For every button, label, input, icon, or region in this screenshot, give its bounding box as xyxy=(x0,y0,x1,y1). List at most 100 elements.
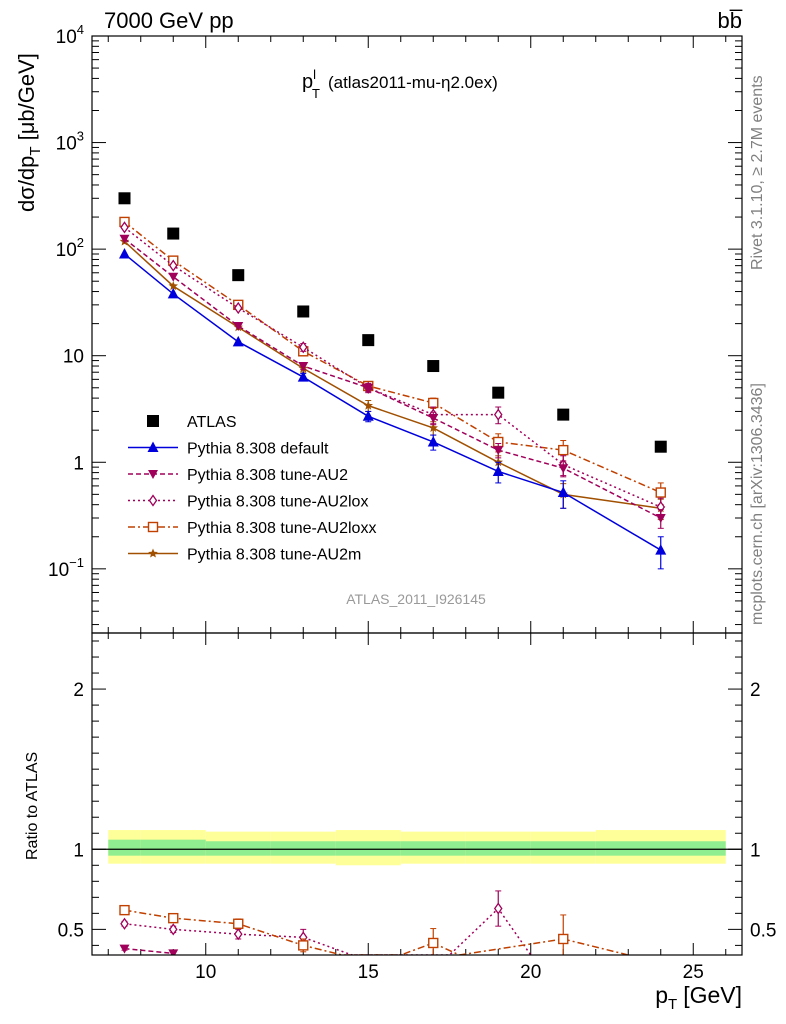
main-y-tick-label-base: 10 xyxy=(63,347,84,368)
ratio-series-line xyxy=(124,909,629,955)
main-data-point xyxy=(428,422,438,432)
legend-label: Pythia 8.308 tune-AU2lox xyxy=(187,494,368,511)
main-data-point xyxy=(168,281,178,291)
main-data-point xyxy=(492,386,505,399)
main-data-point xyxy=(298,362,309,372)
x-tick-label: 10 xyxy=(195,962,216,983)
ratio-inner-band xyxy=(400,841,466,856)
legend-marker xyxy=(148,470,158,479)
main-y-tick-label: 104 xyxy=(56,22,84,48)
main-data-point xyxy=(167,287,179,299)
main-data-point xyxy=(557,486,569,498)
main-y-axis-label-rest: [μb/GeV] xyxy=(14,53,39,140)
plot-title: pl T (atlas2011-mu-η2.0ex) xyxy=(302,67,498,101)
legend-entry: Pythia 8.308 default xyxy=(128,441,329,458)
legend-marker xyxy=(147,441,159,452)
main-data-point xyxy=(120,221,129,234)
ratio-data-point xyxy=(298,940,309,951)
main-y-tick-label-base: 10 xyxy=(56,240,77,261)
ratio-data-point xyxy=(233,918,244,929)
ratio-series-pythia-8-308-tune-au2loxx xyxy=(119,904,629,955)
ratio-series-line xyxy=(124,947,174,955)
main-data-point xyxy=(119,248,130,259)
main-data-point xyxy=(492,465,504,476)
ratio-data-point xyxy=(428,937,439,949)
legend: ATLAS Pythia 8.308 default Pythia 8.308 tu… xyxy=(128,414,376,564)
ratio-data-point xyxy=(120,917,129,930)
ratio-data-point xyxy=(119,904,130,916)
plot-title-sup: l xyxy=(313,67,316,82)
main-data-point xyxy=(363,400,373,410)
legend-marker xyxy=(147,415,159,427)
plot-title-main: p xyxy=(302,71,313,93)
legend-entry: Pythia 8.308 tune-AU2lox xyxy=(128,494,368,511)
main-data-point xyxy=(428,414,439,424)
main-data-point xyxy=(427,435,439,447)
main-data-point xyxy=(297,371,309,382)
main-y-tick-label: 10−1 xyxy=(48,555,84,581)
main-data-point xyxy=(233,301,243,315)
ratio-series-pythia-8-308-tune-au2lox xyxy=(120,890,532,955)
legend-marker xyxy=(148,494,158,507)
ratio-data-point xyxy=(558,933,569,945)
main-data-point xyxy=(167,227,180,240)
ratio-inner-band xyxy=(335,841,401,856)
main-data-point xyxy=(298,341,308,354)
main-y-tick-label-exp: 2 xyxy=(77,235,84,250)
legend-label: Pythia 8.308 tune-AU2 xyxy=(187,467,348,484)
rivet-label: Rivet 3.1.10, ≥ 2.7M events xyxy=(749,75,766,270)
main-data-point xyxy=(232,269,245,282)
mcplots-label: mcplots.cern.ch [arXiv:1306.3436] xyxy=(749,383,766,625)
main-y-tick-label-exp: 4 xyxy=(77,22,84,37)
plot-title-sub: T xyxy=(312,86,320,101)
ratio-data-point xyxy=(168,923,178,936)
legend-marker xyxy=(147,521,159,533)
main-data-point xyxy=(557,408,570,421)
legend-entry: ATLAS xyxy=(147,414,237,431)
x-tick-label: 15 xyxy=(358,962,379,983)
legend-label: Pythia 8.308 tune-AU2m xyxy=(187,547,361,564)
main-data-point xyxy=(232,335,244,347)
ratio-inner-band xyxy=(270,841,336,856)
ratio-inner-band xyxy=(140,839,206,856)
plot-title-rest: (atlas2011-mu-η2.0ex) xyxy=(328,73,498,92)
main-data-point xyxy=(118,192,131,205)
ratio-uncertainty-bands xyxy=(92,830,742,866)
header-right: bb̅ xyxy=(718,8,743,33)
ratio-series-line xyxy=(124,907,532,955)
main-y-tick-label: 10 xyxy=(63,347,84,368)
main-y-tick-label-base: 1 xyxy=(73,453,84,474)
ratio-inner-band xyxy=(108,839,141,856)
main-data-point xyxy=(558,444,569,456)
main-y-tick-label-base: 10 xyxy=(56,134,77,155)
main-y-tick-label-exp: 3 xyxy=(77,129,84,144)
legend-entry: Pythia 8.308 tune-AU2 xyxy=(128,467,348,484)
x-axis-label-main: p xyxy=(655,982,668,1008)
data-series-layer xyxy=(118,192,667,955)
ratio-series-group xyxy=(119,890,629,955)
main-data-point xyxy=(297,305,310,318)
main-y-axis-label-sub: T xyxy=(27,146,44,155)
ratio-y-tick-label-right: 0.5 xyxy=(750,920,776,941)
x-axis-label: pT [GeV] xyxy=(655,982,742,1013)
ratio-data-point xyxy=(233,928,243,941)
legend-marker xyxy=(148,548,158,558)
header-left: 7000 GeV pp xyxy=(104,8,234,33)
legend-label: Pythia 8.308 tune-AU2loxx xyxy=(187,520,376,537)
main-data-point xyxy=(363,383,374,393)
x-axis-label-sub: T xyxy=(668,996,677,1013)
main-data-point xyxy=(493,408,503,421)
main-data-point xyxy=(655,544,667,555)
main-y-tick-label: 1 xyxy=(73,453,84,474)
main-series-pythia-8-308-default xyxy=(119,248,667,570)
ratio-plot-frame xyxy=(91,632,743,956)
legend-entry: Pythia 8.308 tune-AU2loxx xyxy=(128,520,376,537)
legend-label: Pythia 8.308 default xyxy=(187,441,329,458)
main-y-tick-label: 102 xyxy=(56,235,84,261)
main-data-point xyxy=(168,272,179,282)
x-tick-label: 20 xyxy=(520,962,541,983)
x-tick-label: 25 xyxy=(683,962,704,983)
main-y-tick-label-exp: −1 xyxy=(69,555,84,570)
